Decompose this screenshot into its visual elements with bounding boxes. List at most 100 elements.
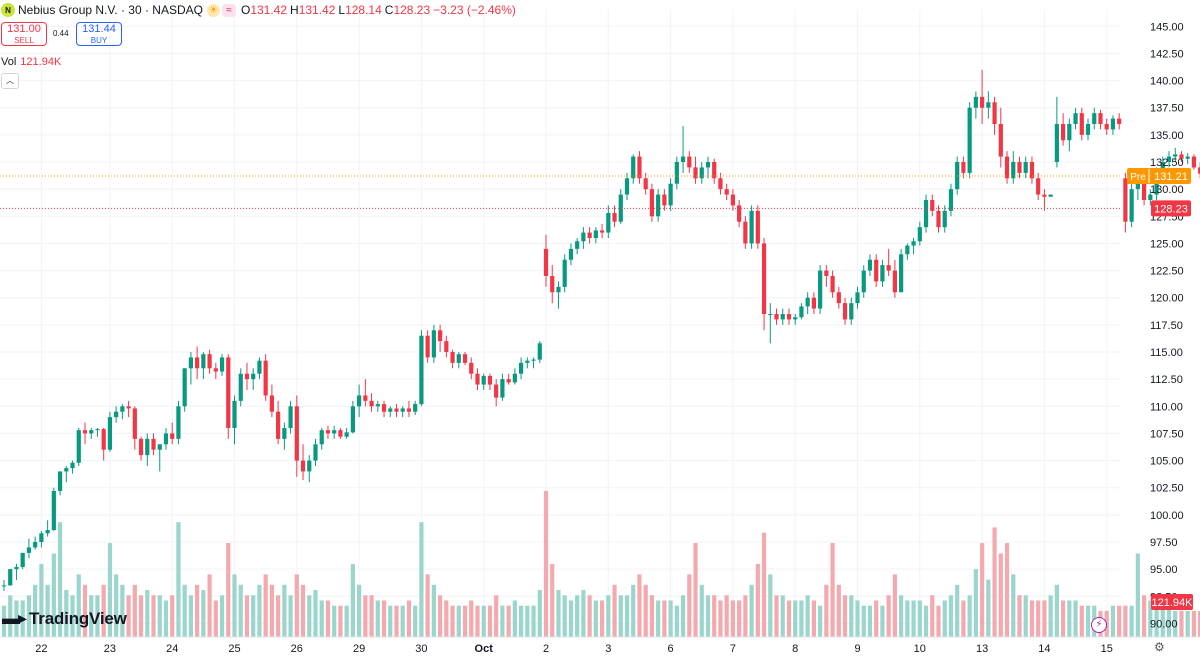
collapse-legend-button[interactable]: ︿	[1, 73, 19, 89]
volume-bar	[57, 522, 63, 637]
volume-bar	[381, 600, 387, 637]
candle-body	[219, 357, 225, 372]
volume-bar	[980, 543, 985, 637]
candle-body	[1036, 178, 1041, 195]
volume-bar	[120, 584, 125, 637]
volume-bar	[1160, 600, 1165, 637]
volume-bar	[737, 600, 742, 637]
candle-body	[494, 384, 499, 398]
price-marker-value: 128.23	[1154, 203, 1188, 215]
candle-body	[737, 205, 742, 222]
volume-bar	[444, 600, 449, 637]
volume-bar	[562, 595, 567, 637]
candle-body	[1135, 183, 1140, 190]
volume-bar	[1067, 600, 1072, 637]
volume-bar	[512, 600, 517, 637]
volume-bar	[593, 600, 598, 637]
volume-bar	[257, 584, 262, 637]
volume-bar	[793, 600, 798, 637]
candle-body	[550, 276, 555, 293]
wave-icon[interactable]: ≈	[221, 3, 236, 17]
time-axis[interactable]: 22 23 24 25 26 29 30 Oct 2 3 6 7 8 9 10 13 14 15	[35, 643, 1113, 655]
volume-bar	[1185, 610, 1190, 637]
volume-bar	[543, 490, 549, 637]
candle-body	[674, 162, 679, 184]
sell-button[interactable]: 131.00 SELL	[1, 22, 47, 46]
volume-bar	[313, 590, 318, 637]
volume-bar	[26, 595, 32, 637]
volume-bar	[581, 590, 586, 637]
candle-body	[786, 314, 792, 320]
x-tick-label: 13	[976, 643, 988, 655]
candle-body	[475, 373, 480, 385]
candle-body	[213, 368, 218, 372]
volume-bar	[1117, 605, 1122, 637]
candle-body	[388, 408, 393, 412]
volume-bar	[618, 595, 623, 637]
candle-body	[419, 335, 424, 405]
volume-bar	[475, 605, 480, 637]
candle-body	[1185, 156, 1190, 159]
candle-body	[587, 232, 592, 238]
candle-body	[880, 265, 885, 282]
candle-body	[930, 200, 935, 211]
candle-body	[624, 178, 630, 195]
y-tick-label: 100.00	[1150, 510, 1184, 522]
volume-value: 121.94K	[20, 56, 62, 68]
candle-body	[95, 429, 100, 431]
volume-bar	[431, 584, 436, 637]
y-tick-label: 105.00	[1150, 456, 1184, 468]
candle-body	[680, 156, 686, 162]
volume-bar	[145, 590, 150, 637]
y-tick-label: 130.00	[1150, 184, 1184, 196]
candle-body	[438, 330, 443, 342]
candle-body	[980, 96, 985, 108]
volume-bar	[8, 595, 13, 637]
volume-bar	[307, 595, 312, 637]
candle-body	[313, 444, 318, 461]
volume-bar	[338, 605, 343, 637]
candle-body	[543, 248, 549, 276]
candle-body	[406, 408, 412, 412]
candle-body	[163, 433, 169, 445]
candle-body	[693, 167, 698, 179]
candle-body	[643, 178, 648, 190]
candle-body	[14, 566, 19, 570]
candle-body	[76, 430, 81, 463]
candle-body	[948, 189, 954, 211]
symbol-title[interactable]: Nebius Group N.V. · 30 · NASDAQ	[18, 3, 203, 17]
sell-label: SELL	[14, 36, 34, 45]
candle-body	[1110, 118, 1116, 130]
candle-body	[375, 404, 380, 407]
candle-body	[363, 395, 368, 401]
volume-bar	[101, 584, 106, 637]
price-axis[interactable]: 145.00 142.50 140.00 137.50 135.00 132.50 130.…	[1150, 21, 1184, 630]
volume-bar	[1173, 610, 1178, 637]
volume-bar	[786, 600, 792, 637]
volume-bar	[811, 600, 816, 637]
price-marker-label: Pre	[1130, 172, 1146, 183]
candle-body	[325, 430, 331, 434]
y-tick-label: 122.50	[1150, 266, 1184, 278]
candle-body	[394, 408, 399, 412]
volume-bar	[643, 584, 648, 637]
candle-body	[170, 433, 175, 439]
gear-icon[interactable]: ⚙	[1154, 640, 1165, 654]
volume-bar	[406, 600, 412, 637]
volume-bar	[45, 584, 50, 637]
volume-bar	[350, 563, 355, 637]
lightning-icon[interactable]: ⚡	[1091, 617, 1107, 633]
volume-bar	[955, 584, 960, 637]
candle-body	[662, 194, 667, 206]
volume-marker-box	[1151, 594, 1193, 610]
volume-bar	[157, 595, 162, 637]
spread-value: 0.44	[53, 29, 69, 38]
volume-bar	[369, 595, 374, 637]
buy-button[interactable]: 131.44 BUY	[76, 22, 122, 46]
candle-body	[818, 270, 823, 309]
volume-bar	[506, 605, 511, 637]
candle-body	[244, 373, 250, 380]
x-tick-label: 10	[914, 643, 926, 655]
volume-bar	[631, 584, 636, 637]
